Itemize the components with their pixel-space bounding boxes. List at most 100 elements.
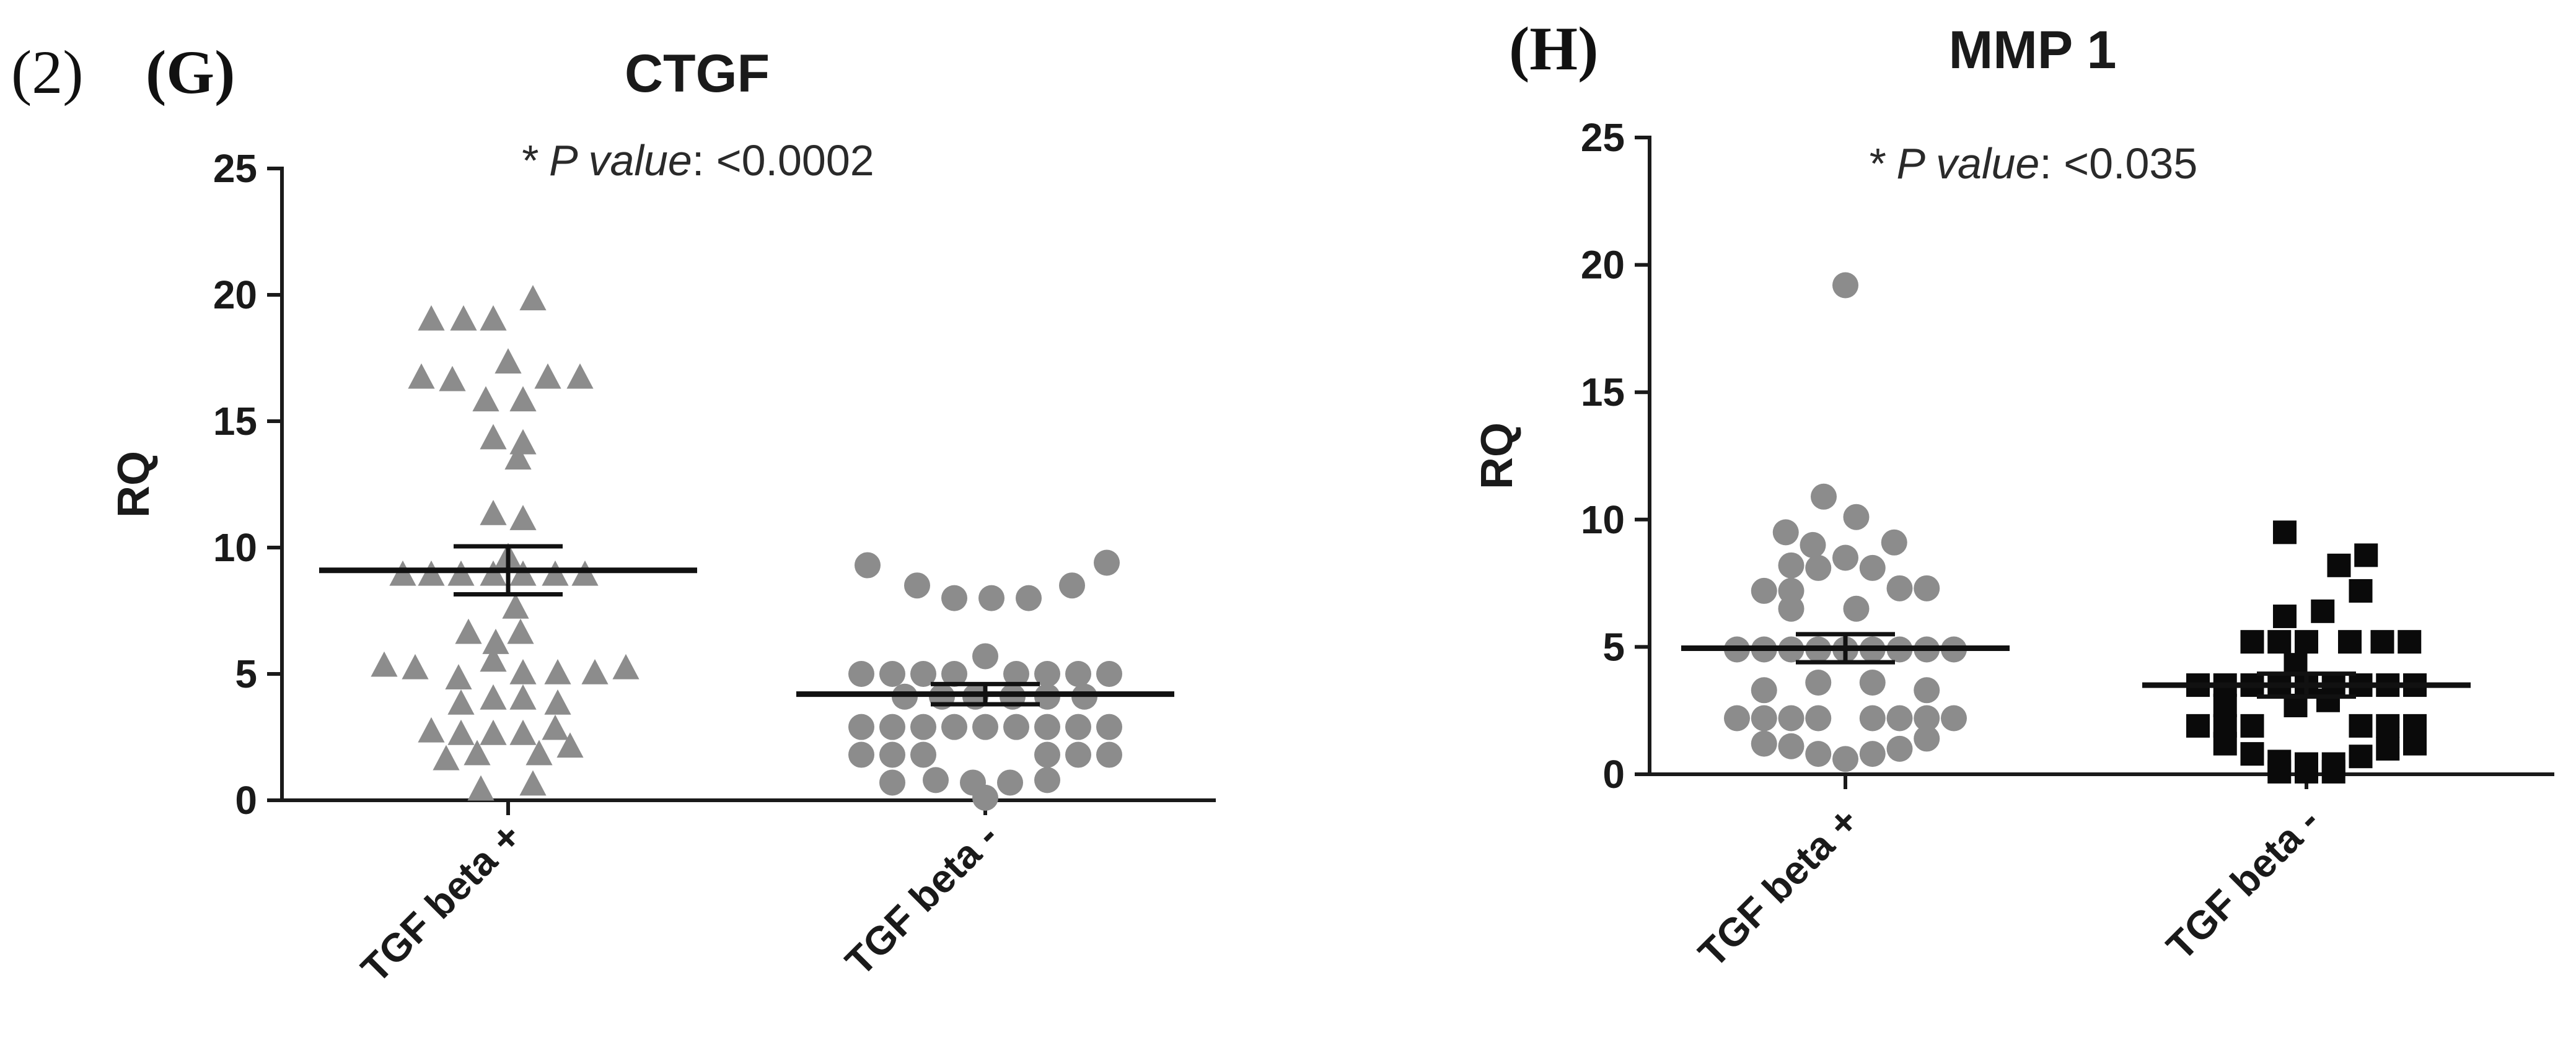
data-point-circle [1096,714,1122,740]
data-point-square [2267,630,2292,654]
data-point-triangle [571,560,599,586]
data-point-circle [1724,705,1750,732]
data-point-square [2349,745,2373,769]
data-point-circle [1096,741,1122,768]
data-point-circle [904,572,930,599]
data-point-square [2295,759,2318,784]
data-point-circle [1805,741,1832,767]
data-point-circle [1778,733,1805,759]
data-point-triangle [542,714,569,740]
y-tick-label: 20 [213,273,257,317]
data-point-triangle [480,719,507,745]
data-point-triangle [509,505,537,530]
data-point-circle [1941,705,1967,732]
data-point-circle [1065,741,1091,768]
data-point-triangle [519,770,547,796]
data-point-circle [1772,519,1799,546]
figure-number-label: (2) [11,38,84,107]
data-point-circle [941,585,967,611]
data-point-square [2354,543,2378,567]
data-point-triangle [480,646,507,672]
data-point-triangle [402,653,429,679]
data-point-triangle [566,363,594,389]
x-category-label-tgf-beta: TGF beta - [2158,798,2328,969]
data-point-triangle [464,740,491,766]
data-point-circle [1059,572,1085,599]
series-tgf-beta [2142,520,2471,784]
data-point-square [2240,714,2264,738]
data-point-circle [1034,714,1060,740]
data-point-circle [1778,705,1805,732]
data-point-circle [1096,661,1122,687]
y-axis-label: RQ [1472,422,1522,489]
data-point-circle [997,769,1023,796]
data-point-triangle [509,719,537,745]
data-point-triangle [450,305,477,331]
y-tick-label: 0 [235,778,257,823]
data-point-square [2240,742,2264,766]
data-point-circle [1832,272,1858,299]
data-point-triangle [544,689,571,715]
data-point-triangle [408,363,435,389]
data-point-circle [910,714,936,740]
y-tick-label: 5 [235,652,257,696]
data-point-circle [1811,483,1837,510]
data-point-circle [1859,554,1886,581]
data-point-square [2316,688,2340,712]
data-point-triangle [480,305,507,331]
data-point-triangle [502,593,529,619]
data-point-triangle [542,560,569,586]
data-point-circle [879,769,905,796]
data-point-circle [941,714,967,740]
panel-label: (H) [1509,14,1598,83]
data-point-circle [879,714,905,740]
data-point-circle [1065,661,1091,687]
data-point-square [2349,714,2373,738]
data-point-triangle [519,285,547,310]
data-point-circle [1034,767,1060,793]
data-point-circle [1881,529,1907,556]
data-point-square [2213,693,2237,717]
data-point-triangle [480,424,507,450]
data-point-triangle [509,659,537,684]
data-point-triangle [480,684,507,710]
data-point-circle [1886,575,1913,601]
data-point-circle [1914,575,1940,601]
data-point-square [2311,599,2335,623]
data-point-triangle [439,365,466,391]
data-point-circle [941,661,967,687]
data-point-circle [1805,705,1832,732]
y-tick-label: 20 [1581,243,1625,287]
data-point-triangle [504,444,532,470]
data-point-square [2186,714,2210,738]
data-point-circle [972,643,998,670]
data-point-circle [1832,544,1858,571]
y-axis-label: RQ [109,451,159,518]
data-point-triangle [445,664,472,689]
data-point-circle [1751,577,1777,604]
data-point-triangle [433,745,460,771]
data-point-square [2273,605,2297,629]
data-point-circle [1805,669,1832,696]
data-point-square [2338,630,2362,654]
series-tgf-beta [319,285,697,801]
x-category-label-tgf-beta: TGF beta - [837,814,1007,984]
data-point-triangle [509,684,537,710]
data-point-circle [1914,725,1940,752]
data-point-circle [848,741,874,768]
p-value-prefix: * P value [520,136,692,185]
data-point-circle [1800,531,1826,558]
data-point-circle [1751,705,1777,732]
data-point-circle [1886,735,1913,762]
y-tick-label: 5 [1602,624,1625,669]
data-point-circle [1805,554,1832,581]
data-point-triangle [418,305,445,331]
data-point-square [2376,714,2400,738]
data-point-triangle [447,689,475,715]
data-point-triangle [544,659,571,684]
data-point-circle [1751,730,1777,757]
data-point-triangle [525,740,553,766]
data-point-circle [910,661,936,687]
data-point-square [2273,520,2297,544]
